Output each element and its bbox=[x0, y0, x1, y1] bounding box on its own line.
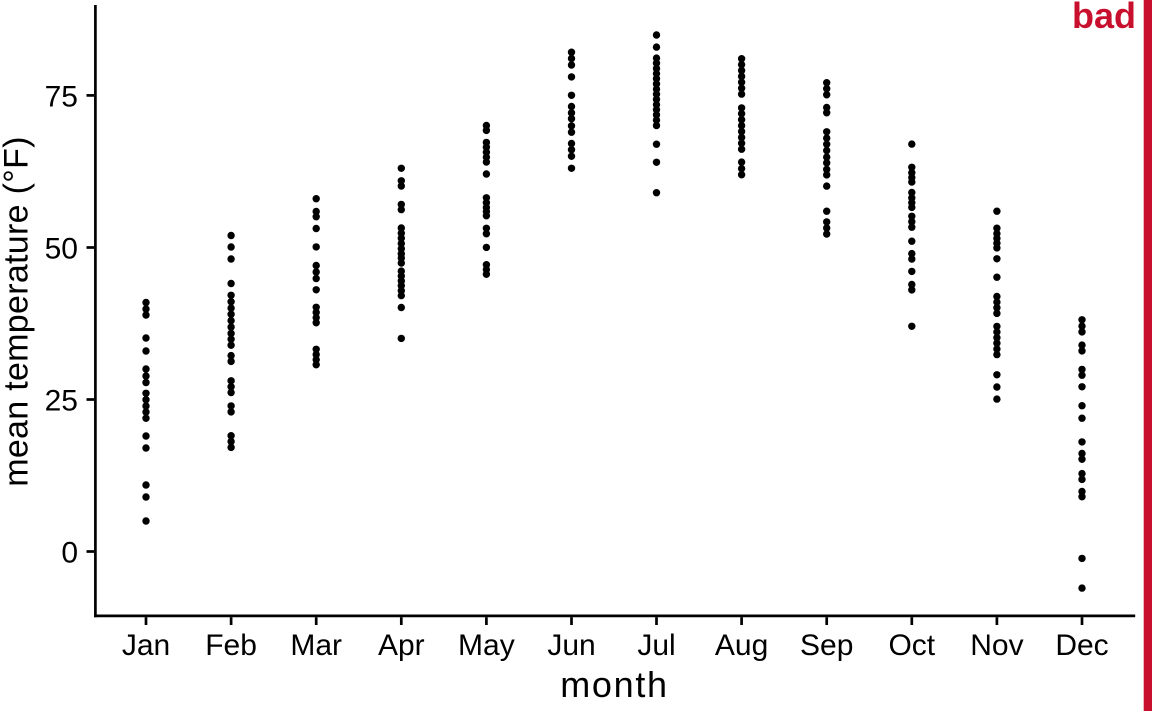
svg-text:month: month bbox=[560, 664, 669, 705]
svg-text:50: 50 bbox=[45, 233, 78, 266]
svg-text:Oct: Oct bbox=[888, 629, 935, 662]
svg-text:Jun: Jun bbox=[547, 629, 595, 662]
svg-text:May: May bbox=[458, 629, 515, 662]
svg-text:75: 75 bbox=[45, 81, 78, 114]
svg-text:Sep: Sep bbox=[800, 629, 853, 662]
svg-text:bad: bad bbox=[1072, 0, 1136, 36]
svg-text:25: 25 bbox=[45, 385, 78, 418]
svg-text:Jan: Jan bbox=[122, 629, 170, 662]
svg-text:0: 0 bbox=[61, 537, 78, 570]
svg-text:mean temperature (°F): mean temperature (°F) bbox=[0, 136, 36, 487]
svg-text:Mar: Mar bbox=[290, 629, 342, 662]
svg-text:Jul: Jul bbox=[637, 629, 675, 662]
svg-text:Nov: Nov bbox=[970, 629, 1023, 662]
svg-text:Dec: Dec bbox=[1055, 629, 1108, 662]
svg-text:Feb: Feb bbox=[205, 629, 257, 662]
svg-text:Aug: Aug bbox=[715, 629, 768, 662]
svg-text:Apr: Apr bbox=[378, 629, 425, 662]
